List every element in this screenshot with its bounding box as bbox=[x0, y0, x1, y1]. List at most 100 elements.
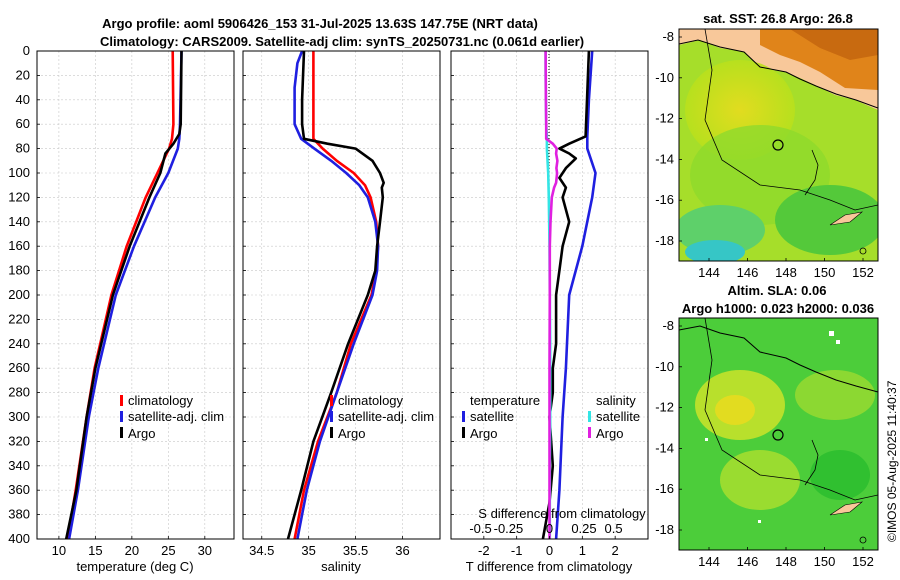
x-tick-label: 36 bbox=[395, 543, 409, 558]
temperature-legend-climatology: climatology bbox=[128, 393, 194, 408]
salinity-legend-satellite: satellite-adj. clim bbox=[338, 409, 434, 424]
map-y-tick-label: -8 bbox=[662, 318, 674, 333]
x-tick-label: 10 bbox=[52, 543, 66, 558]
difference-xlabel-top: S difference from climatology bbox=[478, 506, 646, 521]
map-y-tick-label: -12 bbox=[655, 400, 674, 415]
map-x-tick-label: 152 bbox=[852, 265, 874, 280]
top-x-tick-label: 0.25 bbox=[571, 521, 596, 536]
figure-title-line1: Argo profile: aoml 5906426_153 31-Jul-20… bbox=[102, 16, 538, 31]
sla-argo-location-marker bbox=[772, 429, 784, 441]
x-tick-label: 15 bbox=[88, 543, 102, 558]
map-y-tick-label: -8 bbox=[662, 29, 674, 44]
difference-legend: temperature satellite Argo salinity sate… bbox=[462, 393, 640, 441]
temperature-legend: climatology satellite-adj. clim Argo bbox=[120, 393, 224, 441]
depth-tick-label: 280 bbox=[8, 385, 30, 400]
x-tick-label: 35.5 bbox=[343, 543, 368, 558]
sla-map: Altim. SLA: 0.06 Argo h1000: 0.023 h2000… bbox=[655, 283, 879, 569]
map-x-tick-label: 144 bbox=[698, 554, 720, 569]
salinity-legend-argo: Argo bbox=[338, 426, 365, 441]
map-y-tick-label: -10 bbox=[655, 359, 674, 374]
series-line-s-argo bbox=[544, 51, 559, 539]
depth-tick-label: 0 bbox=[23, 43, 30, 58]
depth-tick-label: 140 bbox=[8, 214, 30, 229]
map-x-tick-label: 150 bbox=[814, 265, 836, 280]
depth-tick-label: 60 bbox=[16, 116, 30, 131]
salinity-legend: climatology satellite-adj. clim Argo bbox=[330, 393, 434, 441]
x-tick-label: 35 bbox=[301, 543, 315, 558]
map-x-tick-label: 152 bbox=[852, 554, 874, 569]
map-x-tick-label: 150 bbox=[814, 554, 836, 569]
sla-map-title-line1: Altim. SLA: 0.06 bbox=[728, 283, 827, 298]
sla-map-title-line2: Argo h1000: 0.023 h2000: 0.036 bbox=[682, 301, 874, 316]
x-tick-label: 34.5 bbox=[249, 543, 274, 558]
depth-tick-label: 220 bbox=[8, 311, 30, 326]
figure-title-line2: Climatology: CARS2009. Satellite-adj cli… bbox=[100, 34, 584, 49]
top-x-tick-label: 0 bbox=[546, 521, 553, 536]
depth-tick-label: 240 bbox=[8, 336, 30, 351]
temperature-legend-argo: Argo bbox=[128, 426, 155, 441]
x-tick-label: 2 bbox=[612, 543, 619, 558]
sla-coastline bbox=[679, 325, 878, 393]
difference-legend-s-satellite: satellite bbox=[596, 409, 640, 424]
salinity-legend-climatology: climatology bbox=[338, 393, 404, 408]
x-tick-label: -2 bbox=[478, 543, 490, 558]
difference-legend-t-satellite: satellite bbox=[470, 409, 514, 424]
map-y-tick-label: -10 bbox=[655, 70, 674, 85]
depth-tick-label: 300 bbox=[8, 409, 30, 424]
top-x-tick-label: -0.5 bbox=[469, 521, 491, 536]
x-tick-label: 20 bbox=[125, 543, 139, 558]
depth-tick-label: 180 bbox=[8, 263, 30, 278]
map-x-tick-label: 148 bbox=[775, 265, 797, 280]
sst-map: sat. SST: 26.8 Argo: 26.8 144 146 148 150 15… bbox=[655, 11, 879, 280]
difference-panel: -2 -1 0 1 2 T difference from climatology S … bbox=[450, 50, 649, 574]
map-y-tick-label: -16 bbox=[655, 481, 674, 496]
depth-tick-label: 260 bbox=[8, 360, 30, 375]
series-line-satellite-adj-clim bbox=[67, 51, 183, 539]
difference-legend-salinity-title: salinity bbox=[596, 393, 636, 408]
difference-xlabel-bottom: T difference from climatology bbox=[466, 559, 633, 574]
depth-tick-label: 80 bbox=[16, 141, 30, 156]
imos-watermark: ©IMOS 05-Aug-2025 11:40:37 bbox=[885, 380, 899, 542]
map-x-tick-label: 146 bbox=[737, 554, 759, 569]
depth-tick-label: 360 bbox=[8, 482, 30, 497]
depth-tick-label: 340 bbox=[8, 458, 30, 473]
depth-tick-label: 120 bbox=[8, 189, 30, 204]
sst-coastline bbox=[679, 39, 878, 109]
sst-isobath bbox=[704, 29, 878, 211]
salinity-panel: 34.5 35 35.5 36 salinity climatology satell… bbox=[242, 50, 441, 574]
x-tick-label: 0 bbox=[546, 543, 553, 558]
map-y-tick-label: -12 bbox=[655, 111, 674, 126]
map-x-tick-label: 148 bbox=[775, 554, 797, 569]
difference-legend-s-argo: Argo bbox=[596, 426, 623, 441]
map-y-tick-label: -18 bbox=[655, 522, 674, 537]
map-x-tick-label: 146 bbox=[737, 265, 759, 280]
map-y-tick-label: -16 bbox=[655, 192, 674, 207]
series-line-argo bbox=[286, 51, 386, 539]
sla-isobath bbox=[704, 318, 878, 501]
depth-tick-label: 100 bbox=[8, 165, 30, 180]
depth-tick-label: 200 bbox=[8, 287, 30, 302]
temperature-panel: 10 15 20 25 30 temperature (deg C) climatolo… bbox=[36, 50, 235, 574]
depth-tick-label: 40 bbox=[16, 92, 30, 107]
map-y-tick-label: -18 bbox=[655, 233, 674, 248]
depth-tick-label: 160 bbox=[8, 238, 30, 253]
x-tick-label: 30 bbox=[198, 543, 212, 558]
series-line-t-satellite bbox=[554, 51, 597, 539]
depth-axis-labels: 0 20 40 60 80 100 120 140 160 180 200 220 240 260 280 3… bbox=[8, 43, 30, 546]
x-tick-label: 1 bbox=[579, 543, 586, 558]
sst-map-title: sat. SST: 26.8 Argo: 26.8 bbox=[703, 11, 853, 26]
map-y-tick-label: -14 bbox=[655, 151, 674, 166]
temperature-xlabel: temperature (deg C) bbox=[76, 559, 193, 574]
x-tick-label: -1 bbox=[511, 543, 523, 558]
sla-ocean-field bbox=[679, 318, 878, 550]
depth-tick-label: 400 bbox=[8, 531, 30, 546]
difference-legend-temperature-title: temperature bbox=[470, 393, 540, 408]
top-x-tick-label: 0.5 bbox=[604, 521, 622, 536]
depth-tick-label: 380 bbox=[8, 507, 30, 522]
temperature-legend-satellite: satellite-adj. clim bbox=[128, 409, 224, 424]
series-line-argo bbox=[64, 51, 183, 539]
depth-tick-label: 20 bbox=[16, 67, 30, 82]
series-line-satellite-adj-clim bbox=[293, 51, 380, 539]
top-x-tick-label: -0.25 bbox=[494, 521, 524, 536]
